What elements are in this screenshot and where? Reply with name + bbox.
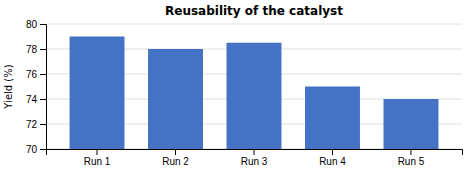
- y-tick-label: 70: [26, 144, 38, 155]
- y-tick-label: 76: [26, 69, 38, 80]
- y-tick-mark: [40, 99, 46, 100]
- x-tick-label: Run 1: [84, 156, 111, 167]
- x-tick-mark: [175, 149, 176, 155]
- chart-container: 70 72 74 76 78 80 Run 1 Run 2 Run 3 Run 4 Run 5 Reu…: [0, 0, 474, 171]
- y-tick: 72: [26, 119, 46, 130]
- x-tick-mark: [254, 149, 255, 155]
- y-tick-mark: [40, 149, 46, 150]
- x-tick: Run 2: [162, 149, 189, 167]
- y-tick: 80: [26, 19, 46, 30]
- bar: [148, 49, 203, 149]
- grid: [46, 24, 462, 149]
- x-tick-label: Run 4: [319, 156, 346, 167]
- y-axis-line: [40, 25, 47, 150]
- bar: [305, 87, 360, 150]
- y-tick-mark: [40, 124, 46, 125]
- x-axis-line: [47, 150, 463, 156]
- x-tick: Run 4: [319, 149, 346, 167]
- bar: [227, 43, 282, 149]
- y-tick-label: 72: [26, 119, 38, 130]
- y-tick-mark: [40, 49, 46, 50]
- title: Reusability of the catalyst: [165, 4, 343, 18]
- x-tick-label: Run 3: [241, 156, 268, 167]
- x-tick-mark: [410, 149, 411, 155]
- y-tick-label: 78: [26, 44, 38, 55]
- y-tick-label: 80: [26, 19, 38, 30]
- y-tick-label: 74: [26, 94, 38, 105]
- x-tick: Run 3: [241, 149, 268, 167]
- y-tick: 78: [26, 44, 46, 55]
- chart-svg: 70 72 74 76 78 80 Run 1 Run 2 Run 3 Run 4 Run 5 Reu…: [0, 0, 474, 171]
- x-tick-label: Run 5: [398, 156, 425, 167]
- x-tick: Run 1: [84, 149, 111, 167]
- bar: [70, 37, 125, 150]
- x-tick: Run 5: [398, 149, 425, 167]
- x-tick-label: Run 2: [162, 156, 189, 167]
- y-tick-mark: [40, 24, 46, 25]
- y-tick: 76: [26, 69, 46, 80]
- bars: [70, 37, 439, 150]
- bar: [384, 99, 439, 149]
- y-axis: 70 72 74 76 78 80: [26, 19, 47, 155]
- y-tick: 70: [26, 144, 46, 155]
- grid-line: [46, 24, 462, 25]
- y-tick: 74: [26, 94, 46, 105]
- x-tick-mark: [97, 149, 98, 155]
- x-tick-mark: [332, 149, 333, 155]
- y-axis-title: Yield (%): [3, 64, 14, 109]
- y-tick-mark: [40, 74, 46, 75]
- x-axis: Run 1 Run 2 Run 3 Run 4 Run 5: [47, 149, 463, 167]
- plot: 70 72 74 76 78 80 Run 1 Run 2 Run 3 Run 4 Run 5: [26, 19, 463, 167]
